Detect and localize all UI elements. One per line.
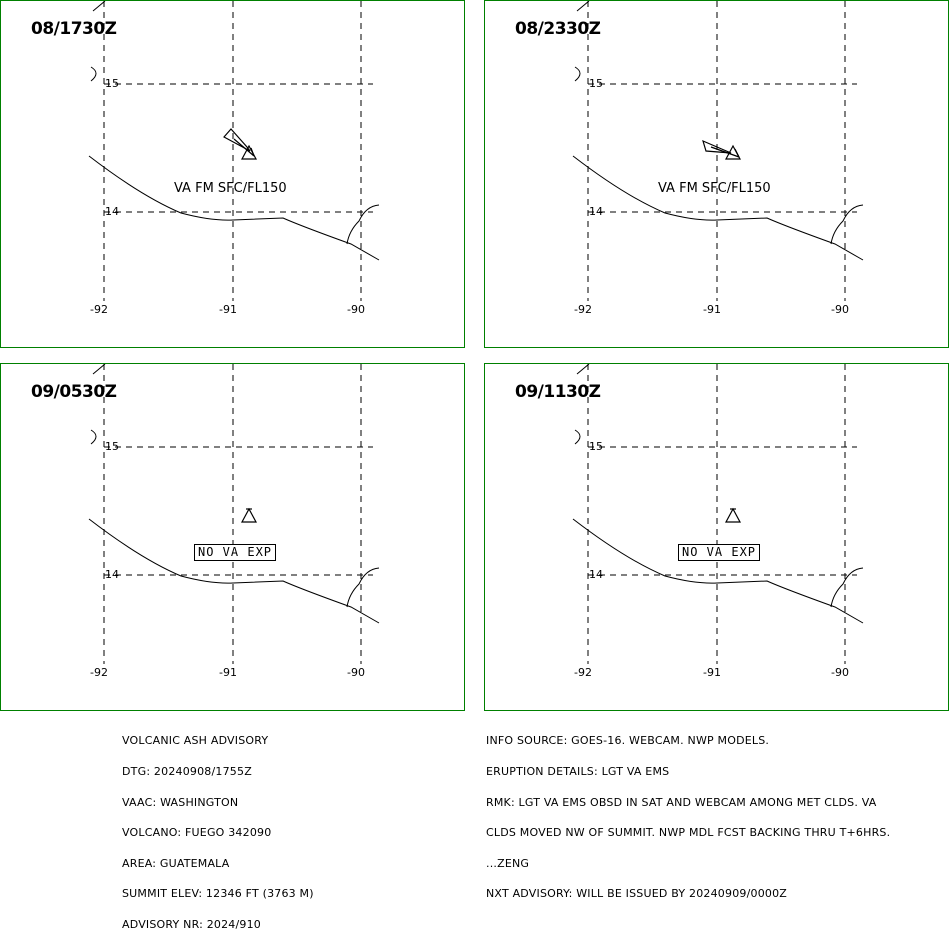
- advisory-line: VOLCANO: FUEGO 342090: [122, 826, 272, 840]
- lon-label: -90: [831, 303, 849, 316]
- advisory-line: ERUPTION DETAILS: LGT VA EMS: [486, 765, 670, 778]
- lon-label: -91: [219, 666, 237, 679]
- coastline: [572, 1, 864, 261]
- ash-label: VA FM SFC/FL150: [174, 181, 287, 196]
- lat-label: 14: [589, 205, 603, 218]
- advisory-details-right: INFO SOURCE: GOES-16. WEBCAM. NWP MODELS…: [486, 716, 890, 910]
- advisory-line: AREA: GUATEMALA: [122, 856, 230, 870]
- lat-label: 15: [105, 440, 119, 453]
- volcano-icon: [240, 507, 258, 523]
- lon-label: -91: [703, 303, 721, 316]
- no-va-box: NO VA EXP: [678, 544, 761, 561]
- map-panel-2: 08/2330Z 15 14 -92 -91 -90 VA FM SFC/FL1…: [484, 0, 949, 348]
- lat-label: 14: [105, 205, 119, 218]
- ash-polygon: [223, 128, 255, 157]
- map-panel-1: 08/1730Z 15 14 -92 -91 -90 VA FM SFC/FL1…: [0, 0, 465, 348]
- volcano-icon: [240, 144, 258, 160]
- panel-time: 08/1730Z: [31, 19, 117, 39]
- advisory-line: ...ZENG: [486, 856, 530, 870]
- map-panel-4: 09/1130Z 15 14 -92 -91 -90 NO VA EXP: [484, 363, 949, 711]
- lat-label: 15: [105, 77, 119, 90]
- lat-label: 15: [589, 440, 603, 453]
- lon-label: -92: [90, 666, 108, 679]
- advisory-line: ADVISORY NR: 2024/910: [122, 917, 261, 931]
- advisory-line: SUMMIT ELEV: 12346 FT (3763 M): [122, 887, 314, 901]
- advisory-line: DTG: 20240908/1755Z: [122, 765, 252, 778]
- lat-label: 15: [589, 77, 603, 90]
- map-3: [88, 364, 380, 664]
- panel-time: 08/2330Z: [515, 19, 601, 39]
- lon-label: -92: [90, 303, 108, 316]
- lon-label: -91: [219, 303, 237, 316]
- lat-label: 14: [589, 568, 603, 581]
- volcano-icon: [724, 507, 742, 523]
- lat-label: 14: [105, 568, 119, 581]
- ash-label: VA FM SFC/FL150: [658, 181, 771, 196]
- panel-time: 09/0530Z: [31, 382, 117, 402]
- advisory-line: CLDS MOVED NW OF SUMMIT. NWP MDL FCST BA…: [486, 826, 891, 840]
- volcano-icon: [724, 144, 742, 160]
- advisory-line: NXT ADVISORY: WILL BE ISSUED BY 20240909…: [486, 887, 788, 901]
- lon-label: -92: [574, 666, 592, 679]
- ash-polygon: [702, 139, 740, 158]
- map-2: [572, 1, 864, 301]
- coastline: [88, 1, 380, 261]
- lon-label: -90: [347, 303, 365, 316]
- advisory-line: VAAC: WASHINGTON: [122, 795, 239, 809]
- advisory-line: INFO SOURCE: GOES-16. WEBCAM. NWP MODELS…: [486, 734, 770, 748]
- panel-time: 09/1130Z: [515, 382, 601, 402]
- coastline: [88, 364, 380, 624]
- map-4: [572, 364, 864, 664]
- lon-label: -92: [574, 303, 592, 316]
- no-va-box: NO VA EXP: [194, 544, 277, 561]
- advisory-header-left: VOLCANIC ASH ADVISORY DTG: 20240908/1755…: [122, 716, 314, 940]
- map-1: [88, 1, 380, 301]
- lon-label: -90: [347, 666, 365, 679]
- advisory-line: RMK: LGT VA EMS OBSD IN SAT AND WEBCAM A…: [486, 795, 877, 809]
- map-panel-3: 09/0530Z 15 14 -92 -91 -90 NO VA EXP: [0, 363, 465, 711]
- lon-label: -91: [703, 666, 721, 679]
- coastline: [572, 364, 864, 624]
- advisory-line: VOLCANIC ASH ADVISORY: [122, 734, 269, 748]
- lon-label: -90: [831, 666, 849, 679]
